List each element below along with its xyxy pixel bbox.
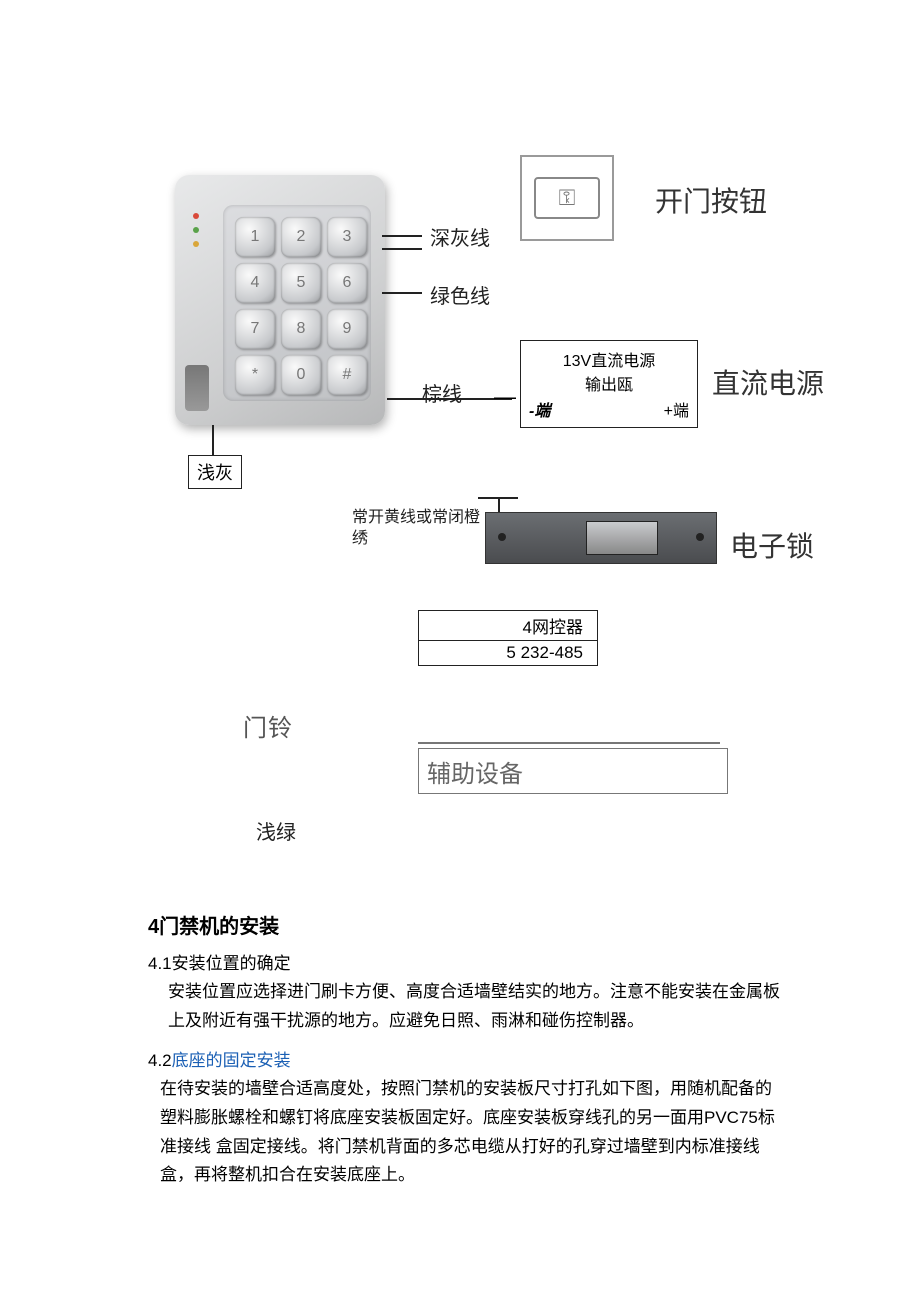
section-4-title: 4门禁机的安装	[148, 910, 788, 939]
wire-label-green: 绿色线	[430, 280, 490, 309]
electronic-lock	[485, 512, 717, 564]
power-neg: -端	[529, 397, 550, 421]
key-1[interactable]: 1	[235, 217, 275, 257]
dc-power-label: 直流电源	[712, 362, 824, 402]
key-8[interactable]: 8	[281, 309, 321, 349]
power-line2: 输出瓯	[529, 371, 689, 395]
elock-label: 电子锁	[730, 525, 814, 565]
screw-icon	[696, 533, 704, 541]
key-icon: ⚿	[559, 185, 576, 211]
page: 1 2 3 4 5 6 7 8 9 * 0 # 深灰线 绿色线 棕线 — 浅灰 …	[0, 0, 920, 1302]
wire-label-dark-gray: 深灰线	[430, 222, 490, 251]
subsection-number: 4.1	[148, 954, 172, 973]
power-line1: 13V直流电源	[529, 347, 689, 371]
key-0[interactable]: 0	[281, 355, 321, 395]
table-cell: 4网控器	[419, 611, 598, 641]
wire-line	[498, 497, 500, 513]
screw-icon	[498, 533, 506, 541]
keypad-grid: 1 2 3 4 5 6 7 8 9 * 0 #	[235, 217, 367, 395]
door-open-button-box: ⚿	[520, 155, 614, 241]
wire-label-brown: 棕线	[422, 378, 462, 407]
elock-latch	[586, 521, 658, 555]
subsection-title: 安装位置的确定	[172, 954, 291, 973]
key-6[interactable]: 6	[327, 263, 367, 303]
subsection-number: 4.2	[148, 1051, 172, 1070]
wire-label-light-green: 浅绿	[256, 816, 296, 845]
key-hash[interactable]: #	[327, 355, 367, 395]
led-green	[193, 227, 199, 233]
wire-label-yellow-orange: 常开黄线或常闭橙绣	[352, 508, 482, 550]
key-7[interactable]: 7	[235, 309, 275, 349]
wire-line	[212, 425, 214, 455]
section-4: 4门禁机的安装 4.1安装位置的确定 安装位置应选择进门刷卡方便、高度合适墙壁结…	[148, 910, 788, 1190]
subsection-4-2-header: 4.2底座的固定安装	[148, 1046, 788, 1071]
power-terminals: -端 +端	[529, 397, 689, 421]
key-5[interactable]: 5	[281, 263, 321, 303]
led-indicators	[193, 213, 199, 247]
aux-top-line	[418, 742, 720, 744]
wire-label-light-gray: 浅灰	[188, 455, 242, 489]
doorbell-label: 门铃	[243, 708, 293, 743]
card-slot	[185, 365, 209, 411]
power-pos: +端	[664, 397, 689, 421]
dc-power-box: 13V直流电源 输出瓯 -端 +端	[520, 340, 698, 428]
key-star[interactable]: *	[235, 355, 275, 395]
door-button-label: 开门按钮	[655, 180, 767, 220]
access-keypad-device: 1 2 3 4 5 6 7 8 9 * 0 #	[175, 175, 385, 425]
key-3[interactable]: 3	[327, 217, 367, 257]
keypad-panel: 1 2 3 4 5 6 7 8 9 * 0 #	[223, 205, 371, 401]
key-2[interactable]: 2	[281, 217, 321, 257]
subsection-4-2-body: 在待安装的墙壁合适高度处，按照门禁机的安装板尺寸打孔如下图，用随机配备的塑料膨胀…	[160, 1075, 788, 1191]
dash-icon: —	[494, 384, 516, 410]
led-red	[193, 213, 199, 219]
aux-device-label: 辅助设备	[427, 754, 523, 789]
subsection-title-link: 底座的固定安装	[172, 1051, 291, 1070]
wire-line	[382, 248, 422, 250]
led-yellow	[193, 241, 199, 247]
net-controller-table: 4网控器 5 232-485	[418, 610, 598, 666]
table-cell: 5 232-485	[419, 641, 598, 666]
wire-line	[382, 235, 422, 237]
subsection-4-1-body: 安装位置应选择进门刷卡方便、高度合适墙壁结实的地方。注意不能安装在金属板上及附近…	[168, 978, 788, 1036]
key-9[interactable]: 9	[327, 309, 367, 349]
wire-line	[478, 497, 518, 499]
door-button-frame: ⚿	[534, 177, 600, 219]
wire-line	[382, 292, 422, 294]
subsection-4-1-header: 4.1安装位置的确定	[148, 949, 788, 974]
key-4[interactable]: 4	[235, 263, 275, 303]
aux-device-box: 辅助设备	[418, 748, 728, 794]
